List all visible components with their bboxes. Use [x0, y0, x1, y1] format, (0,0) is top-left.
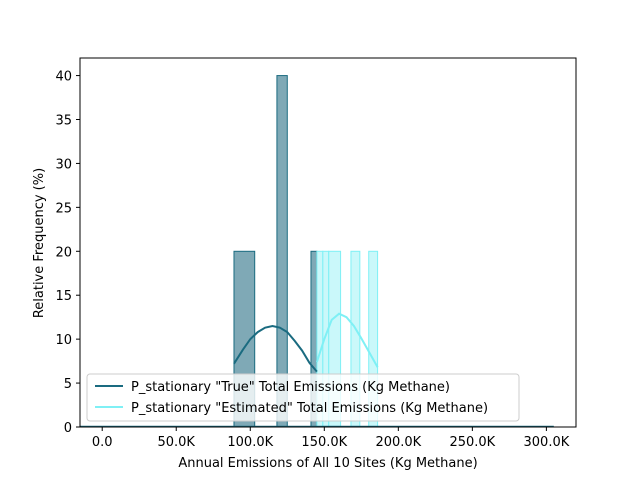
- y-tick-label: 25: [55, 201, 72, 216]
- y-tick-label: 15: [55, 289, 72, 304]
- x-tick-label: 0.0: [92, 435, 113, 450]
- plot-frame: [79, 57, 577, 428]
- kde-line-true: [233, 324, 318, 373]
- legend-label-true: P_stationary "True" Total Emissions (Kg …: [131, 380, 450, 395]
- x-tick-label: 150.0K: [301, 435, 347, 450]
- x-tick-label: 50.0K: [157, 435, 195, 450]
- y-tick-label: 35: [55, 114, 72, 129]
- legend-box: [86, 373, 520, 422]
- kde-line-estimated: [315, 312, 379, 368]
- y-tick-label: 5: [64, 377, 72, 392]
- y-tick-label: 0: [64, 421, 72, 436]
- legend-label-estimated: P_stationary "Estimated" Total Emissions…: [131, 401, 488, 416]
- legend: P_stationary "True" Total Emissions (Kg …: [86, 373, 520, 422]
- x-axis-label: Annual Emissions of All 10 Sites (Kg Met…: [178, 456, 477, 471]
- x-tick-label: 200.0K: [375, 435, 421, 450]
- x-tick-label: 250.0K: [449, 435, 495, 450]
- x-tick-label: 300.0K: [524, 435, 570, 450]
- y-tick-label: 20: [55, 245, 72, 260]
- axes: 0.0 50.0K 100.0K 150.0K 200.0K 250.0K 300.0K 0 5…: [55, 57, 577, 450]
- y-tick-label: 10: [55, 333, 72, 348]
- y-tick-label: 30: [55, 157, 72, 172]
- y-axis-label: Relative Frequency (%): [32, 168, 47, 318]
- x-tick-label: 100.0K: [227, 435, 273, 450]
- y-tick-label: 40: [55, 70, 72, 85]
